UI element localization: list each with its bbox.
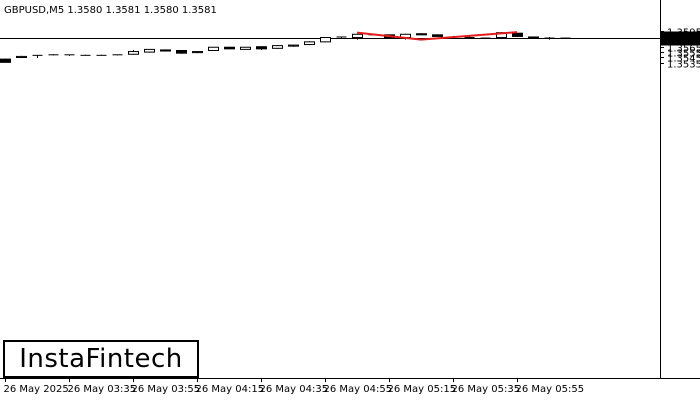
x-tick-label: 26 May 03:35 — [68, 384, 137, 395]
candle-body-bear — [528, 36, 539, 39]
x-tick-label: 26 May 04:15 — [196, 384, 265, 395]
candle-body-bull — [208, 46, 219, 51]
candle — [480, 37, 491, 39]
logo-text: InstaFintech — [19, 344, 183, 374]
current-price-label: 1.3581 — [665, 35, 700, 46]
candle — [224, 46, 235, 50]
candle — [528, 36, 539, 39]
y-tick-label: 1.3535 — [667, 60, 700, 71]
candle — [128, 49, 139, 55]
candle — [48, 54, 59, 56]
candle — [352, 33, 363, 40]
candle — [288, 44, 299, 47]
x-tick-label: 26 May 05:15 — [388, 384, 457, 395]
x-tick-label: 26 May 05:55 — [516, 384, 585, 395]
candle-body-bull — [16, 55, 27, 58]
candles-layer — [0, 32, 571, 63]
candle-body-bull — [240, 46, 251, 50]
current-price-label-bg — [661, 31, 700, 46]
candle — [272, 45, 283, 49]
candle-body-bull — [320, 37, 331, 43]
candle-body-bull — [352, 33, 363, 39]
candle — [32, 54, 43, 59]
candle — [416, 33, 427, 36]
candle-body-bear — [224, 46, 235, 50]
candle — [336, 36, 347, 39]
candle — [96, 54, 107, 56]
candle-body-bull — [288, 44, 299, 47]
candle-body-bear — [256, 46, 267, 50]
candle-body-bull — [192, 51, 203, 54]
candle-body-bear — [176, 49, 187, 54]
candle — [432, 34, 443, 37]
symbol-title: GBPUSD,M5 1.3580 1.3581 1.3580 1.3581 — [4, 5, 217, 16]
candle — [192, 51, 203, 54]
candle-body-bull — [304, 41, 315, 46]
y-tick-label: 1.3545 — [667, 54, 700, 65]
instafintech-logo: InstaFintech — [3, 340, 199, 378]
candle — [304, 41, 315, 46]
plot-area — [0, 0, 700, 379]
candle — [160, 49, 171, 52]
candle-body-bull — [144, 48, 155, 53]
candle — [320, 37, 331, 43]
x-tick-label: 26 May 04:55 — [324, 384, 393, 395]
y-tick-label: 1.3565 — [667, 44, 700, 55]
candle — [544, 36, 555, 40]
x-tick-label: 26 May 04:35 — [260, 384, 329, 395]
candle — [240, 46, 251, 50]
candle — [112, 54, 123, 56]
candle — [64, 54, 75, 56]
candle-body-bear — [0, 58, 11, 63]
price-axis: 1.35951.35851.35751.35651.35551.35451.35… — [660, 28, 700, 71]
candle-body-bull — [272, 45, 283, 49]
candle — [80, 54, 91, 56]
double-top-pattern — [356, 31, 518, 41]
x-tick-label: 26 May 2025 — [4, 384, 69, 395]
candle-body-bear — [432, 34, 443, 37]
candle — [560, 37, 571, 39]
x-tick-label: 26 May 03:55 — [132, 384, 201, 395]
candle — [176, 49, 187, 54]
pattern-line — [356, 31, 518, 41]
candle — [512, 32, 523, 37]
candle — [256, 46, 267, 50]
candle — [144, 48, 155, 53]
candle-body-bear — [416, 33, 427, 36]
candle-body-bull — [128, 51, 139, 55]
x-tick-label: 26 May 05:35 — [452, 384, 521, 395]
candle-body-bear — [512, 32, 523, 37]
candle — [0, 58, 11, 63]
candle — [208, 46, 219, 52]
candle-body-bear — [160, 49, 171, 52]
candle — [16, 55, 27, 58]
y-tick-label: 1.3555 — [667, 49, 700, 60]
